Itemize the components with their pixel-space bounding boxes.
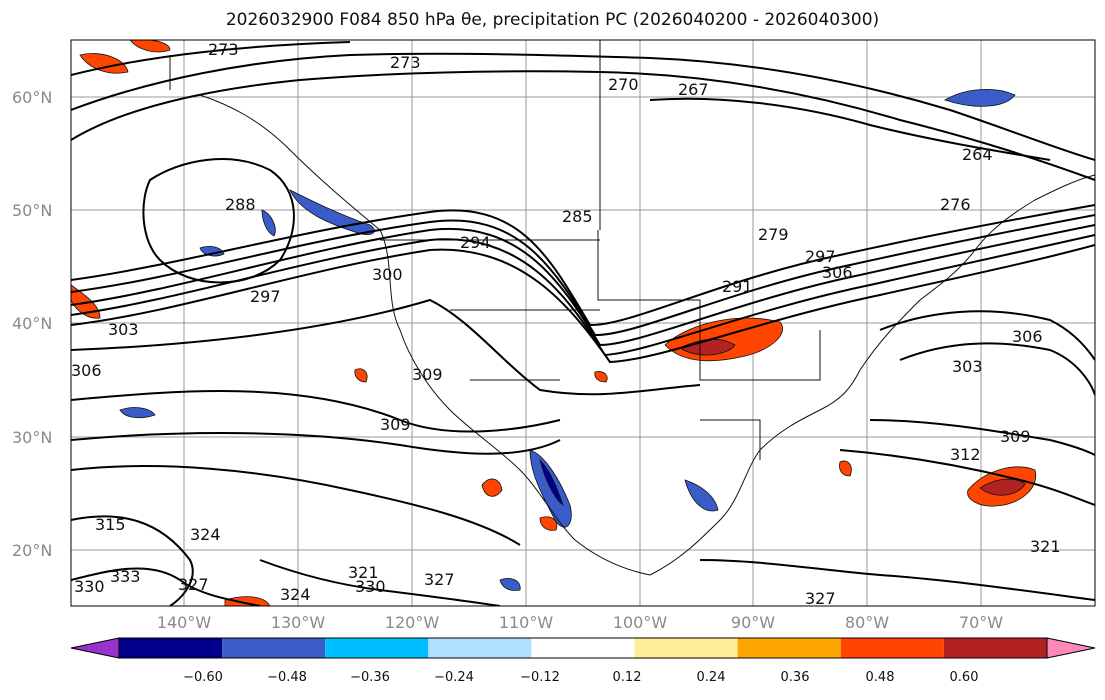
- colorbar: [70, 637, 1096, 659]
- contour-label: 294: [460, 233, 491, 252]
- precip-shading: [71, 40, 1037, 606]
- contour-label: 315: [95, 515, 126, 534]
- colorbar-tick-label: 0.12: [613, 670, 642, 685]
- colorbar-tick-label: −0.48: [267, 670, 307, 685]
- contour-label: 321: [1030, 537, 1061, 556]
- contour-label: 312: [950, 445, 981, 464]
- contour-label: 330: [74, 577, 105, 596]
- contour-label: 297: [250, 287, 281, 306]
- contour-label: 333: [110, 567, 141, 586]
- lon-label: 100°W: [613, 613, 668, 632]
- contour-label: 273: [390, 53, 421, 72]
- colorbar-segment: [325, 638, 429, 658]
- contour-label: 309: [412, 365, 443, 384]
- colorbar-tick-label: −0.36: [350, 670, 390, 685]
- contour-label: 285: [562, 207, 593, 226]
- lat-label: 50°N: [12, 201, 52, 220]
- longitude-labels: 140°W 130°W 120°W 110°W 100°W 90°W 80°W …: [157, 613, 1003, 632]
- colorbar-tick-label: −0.12: [520, 670, 560, 685]
- colorbar-segment: [119, 638, 223, 658]
- contour-label: 270: [608, 75, 639, 94]
- latitude-labels: 60°N 50°N 40°N 30°N 20°N: [12, 88, 52, 560]
- map-frame: [70, 39, 1096, 607]
- colorbar-segment: [737, 638, 841, 658]
- colorbar-border: [118, 637, 1048, 659]
- colorbar-extend-low: [70, 637, 120, 659]
- contour-label: 306: [71, 361, 102, 380]
- colorbar-segment: [943, 638, 1047, 658]
- contour-label: 321: [348, 563, 379, 582]
- lon-label: 120°W: [385, 613, 440, 632]
- contour-label: 327: [424, 570, 455, 589]
- lon-label: 130°W: [271, 613, 326, 632]
- colorbar-ticks: −0.60 −0.48 −0.36 −0.24 −0.12 0.12 0.24 …: [183, 670, 978, 685]
- contour-label: 303: [108, 320, 139, 339]
- lat-label: 60°N: [12, 88, 52, 107]
- contour-label: 324: [190, 525, 221, 544]
- colorbar-extend-high: [1046, 637, 1096, 659]
- contour-labels: 273 270 267 264 276 273 288 285 294 300 …: [71, 40, 1061, 608]
- contour-label: 330: [355, 577, 386, 596]
- contour-label: 327: [805, 589, 836, 608]
- contour-label: 276: [940, 195, 971, 214]
- contour-label: 264: [962, 145, 993, 164]
- colorbar-tick-label: 0.60: [950, 670, 979, 685]
- colorbar-tick-label: 0.24: [697, 670, 726, 685]
- colorbar-tick-label: 0.48: [866, 670, 895, 685]
- colorbar-segment: [428, 638, 532, 658]
- contour-label: 324: [280, 585, 311, 604]
- lon-label: 110°W: [499, 613, 554, 632]
- contour-label: 309: [1000, 427, 1031, 446]
- contour-label: 291: [722, 277, 753, 296]
- colorbar-tick-label: −0.60: [183, 670, 223, 685]
- graticule: [71, 40, 1095, 606]
- contour-label: 306: [1012, 327, 1043, 346]
- lon-label: 70°W: [959, 613, 1003, 632]
- contour-label: 297: [805, 247, 836, 266]
- lat-label: 40°N: [12, 314, 52, 333]
- colorbar-segment: [634, 638, 738, 658]
- lon-label: 140°W: [157, 613, 212, 632]
- lon-label: 90°W: [731, 613, 775, 632]
- contour-label: 309: [380, 415, 411, 434]
- contour-label: 327: [178, 575, 209, 594]
- lat-label: 30°N: [12, 428, 52, 447]
- colorbar-segment: [531, 638, 635, 658]
- colorbar-tick-label: 0.36: [781, 670, 810, 685]
- contour-label: 300: [372, 265, 403, 284]
- contour-label: 303: [952, 357, 983, 376]
- figure-title: 2026032900 F084 850 hPa θe, precipitatio…: [225, 10, 880, 30]
- lat-label: 20°N: [12, 541, 52, 560]
- contour-label: 273: [208, 40, 239, 59]
- contour-label: 306: [822, 263, 853, 282]
- theta-e-contours: [71, 41, 1095, 606]
- colorbar-segment: [222, 638, 326, 658]
- colorbar-tick-label: −0.24: [434, 670, 474, 685]
- lon-label: 80°W: [845, 613, 889, 632]
- colorbar-segment: [840, 638, 944, 658]
- contour-label: 267: [678, 80, 709, 99]
- contour-label: 279: [758, 225, 789, 244]
- contour-label: 288: [225, 195, 256, 214]
